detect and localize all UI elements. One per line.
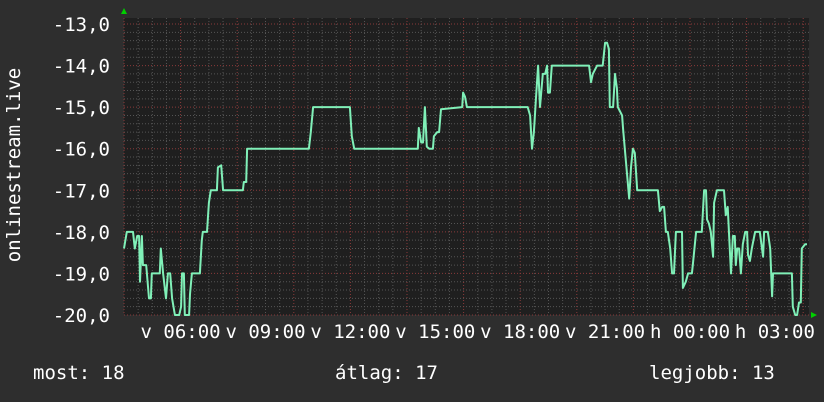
x-tick-label: v 15:00	[395, 321, 475, 343]
x-tick-label: v 12:00	[310, 321, 390, 343]
y-tick-label: -13,0	[53, 14, 110, 36]
series-line	[123, 41, 807, 316]
x-tick-label: v 21:00	[565, 321, 645, 343]
y-axis-arrow-icon	[121, 8, 127, 14]
legend-best: legjobb: 13	[649, 362, 775, 384]
y-axis-ticks: -13,0 -14,0 -15,0 -16,0 -17,0 -18,0 -19,0 -20,0	[53, 14, 110, 327]
plot-area	[124, 18, 809, 315]
x-tick-label: v 18:00	[480, 321, 560, 343]
grid	[123, 18, 809, 316]
x-tick-label: h 03:00	[735, 321, 815, 343]
y-axis-label: onlinestream.live	[3, 68, 25, 262]
x-axis-ticks: v 06:00 v 09:00 v 12:00 v 15:00 v 18:00 v 21:…	[141, 321, 815, 343]
y-tick-label: -14,0	[53, 56, 110, 78]
y-tick-label: -19,0	[53, 263, 110, 285]
y-tick-label: -18,0	[53, 222, 110, 244]
legend-average: átlag: 17	[335, 362, 438, 384]
x-tick-label: h 00:00	[650, 321, 730, 343]
x-tick-label: v 06:00	[141, 321, 221, 343]
y-tick-label: -15,0	[53, 97, 110, 119]
y-tick-label: -17,0	[53, 180, 110, 202]
legend-current: most: 18	[33, 362, 125, 384]
y-tick-label: -20,0	[53, 305, 110, 327]
x-tick-label: v 09:00	[225, 321, 305, 343]
y-tick-label: -16,0	[53, 139, 110, 161]
x-axis-arrow-icon	[811, 312, 817, 318]
